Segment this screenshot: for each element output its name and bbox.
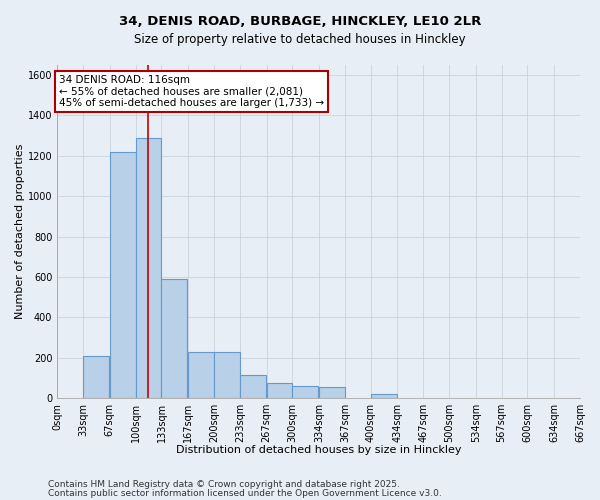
Text: Contains HM Land Registry data © Crown copyright and database right 2025.: Contains HM Land Registry data © Crown c… (48, 480, 400, 489)
Bar (371, 394, 397, 398)
Bar (292, 386, 318, 398)
Y-axis label: Number of detached properties: Number of detached properties (15, 144, 25, 319)
Bar (136, 138, 161, 398)
Bar (161, 279, 187, 398)
Bar (110, 152, 136, 398)
Text: 34, DENIS ROAD, BURBAGE, HINCKLEY, LE10 2LR: 34, DENIS ROAD, BURBAGE, HINCKLEY, LE10 … (119, 15, 481, 28)
Text: Contains public sector information licensed under the Open Government Licence v3: Contains public sector information licen… (48, 488, 442, 498)
Bar (240, 375, 266, 398)
Bar (214, 352, 240, 398)
Bar (266, 383, 292, 398)
Bar (188, 352, 214, 398)
Text: 34 DENIS ROAD: 116sqm
← 55% of detached houses are smaller (2,081)
45% of semi-d: 34 DENIS ROAD: 116sqm ← 55% of detached … (59, 75, 324, 108)
Text: Size of property relative to detached houses in Hinckley: Size of property relative to detached ho… (134, 32, 466, 46)
X-axis label: Distribution of detached houses by size in Hinckley: Distribution of detached houses by size … (176, 445, 461, 455)
Bar (319, 387, 345, 398)
Bar (83, 356, 109, 398)
